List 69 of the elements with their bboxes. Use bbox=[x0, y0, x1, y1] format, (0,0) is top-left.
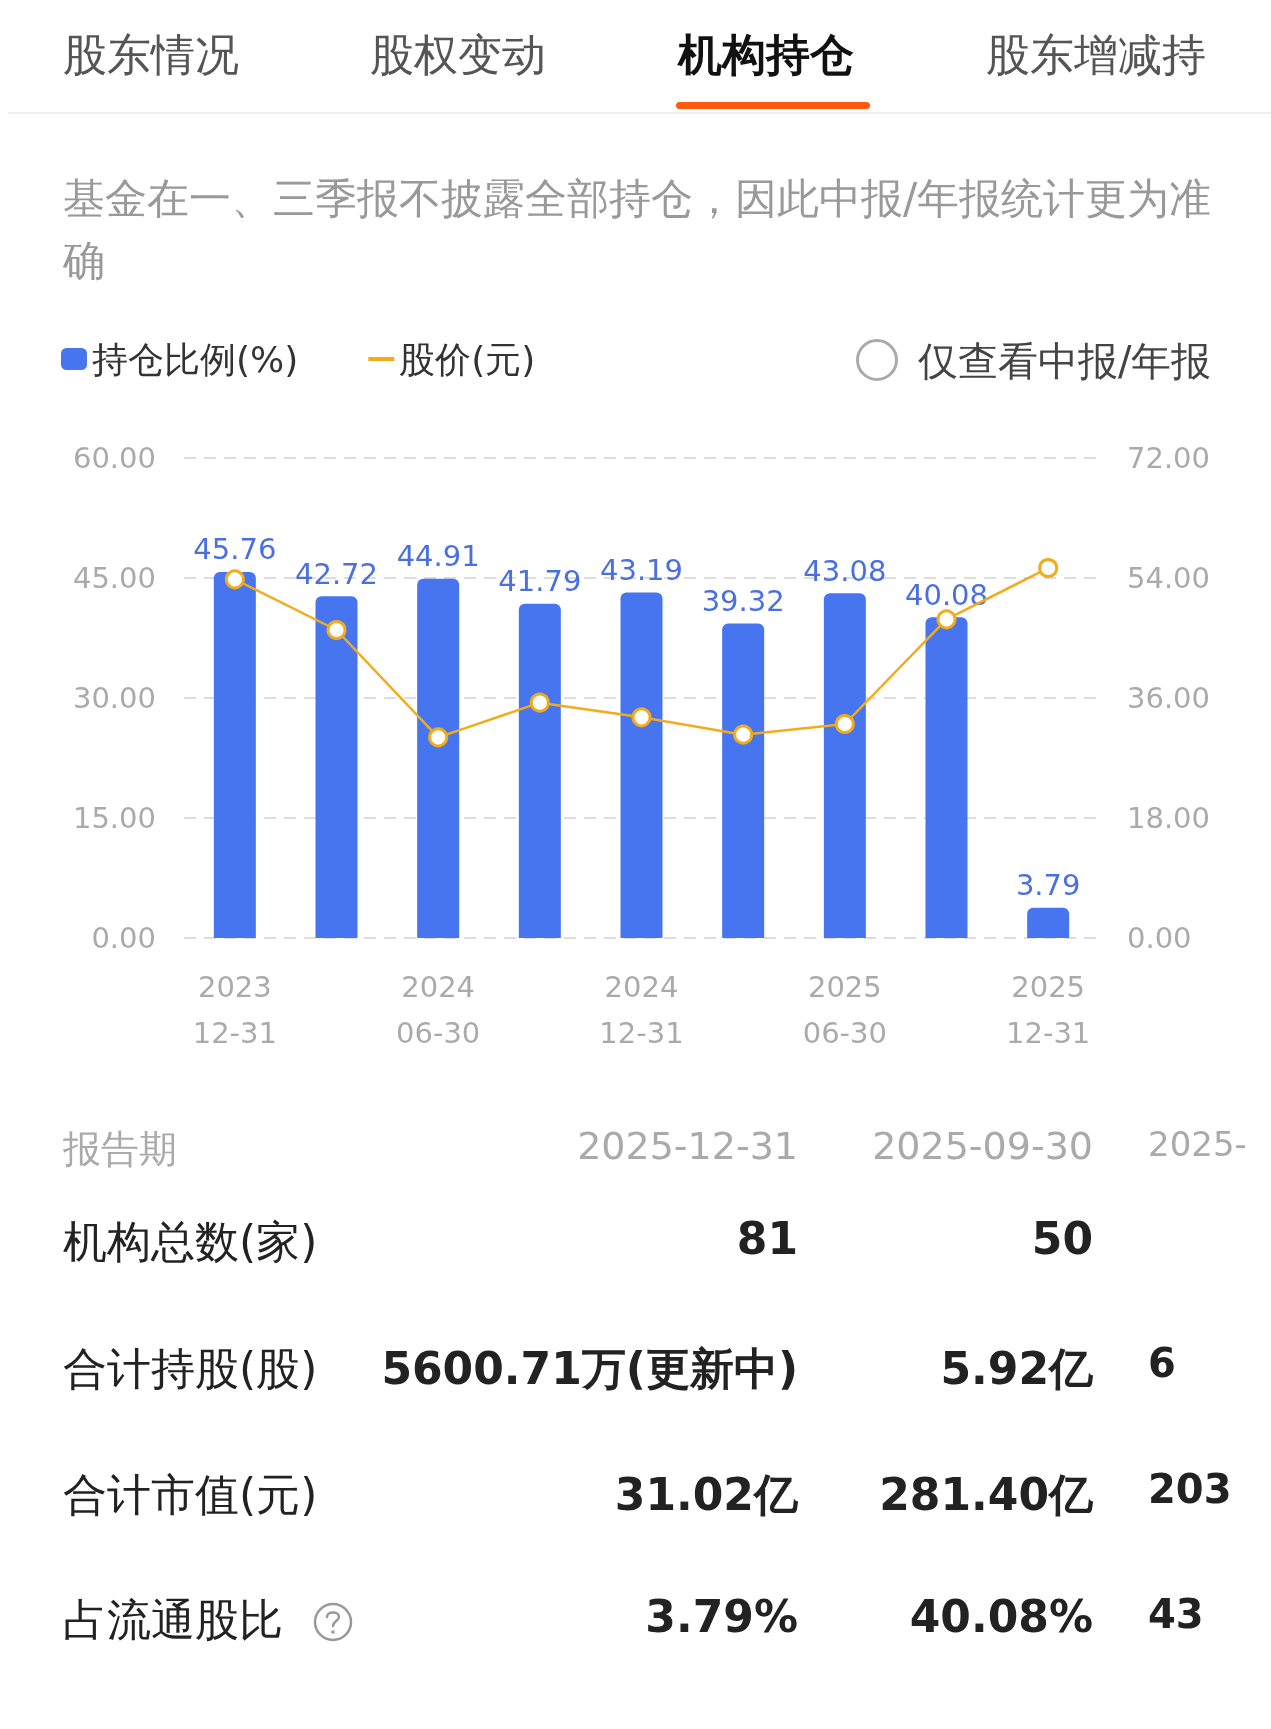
x-tick-label: 2025 06-30 bbox=[802, 970, 887, 1050]
text: 203 bbox=[1148, 1466, 1232, 1512]
x-tick-label: 2025 12-31 bbox=[1006, 970, 1091, 1050]
point bbox=[834, 714, 855, 734]
data-label: 43.08 bbox=[803, 553, 887, 588]
y2-tick-label: 0.00 bbox=[1127, 921, 1192, 955]
text: 合计持股(股) bbox=[63, 1342, 318, 1396]
bar bbox=[213, 571, 256, 938]
text: 5.92亿 bbox=[940, 1342, 1093, 1396]
text: 合计市值(元) bbox=[63, 1468, 318, 1522]
text: 机构总数(家) bbox=[63, 1215, 318, 1269]
text: 机构持仓 bbox=[678, 28, 854, 82]
point bbox=[631, 707, 652, 728]
y2-tick-label: 54.00 bbox=[1127, 561, 1211, 595]
bar bbox=[823, 593, 866, 938]
text: 2025-09-30 bbox=[872, 1124, 1093, 1168]
x-tick-label: 2024 12-31 bbox=[599, 970, 684, 1050]
chart-subtitle: 基金在一、三季报不披露全部持仓，因此中报/年报统计更为准确 bbox=[63, 173, 1213, 287]
text: 50 bbox=[1031, 1213, 1093, 1264]
text: 81 bbox=[736, 1213, 798, 1264]
y2-tick-label: 72.00 bbox=[1127, 441, 1211, 475]
data-label: 45.76 bbox=[193, 532, 277, 567]
text: 2025- bbox=[1148, 1124, 1247, 1164]
text: 3.79% bbox=[645, 1591, 798, 1642]
point bbox=[1038, 558, 1059, 578]
data-label: 41.79 bbox=[498, 564, 582, 599]
data-label: 40.08 bbox=[904, 577, 989, 612]
text: 40.08% bbox=[909, 1591, 1093, 1642]
y2-tick-label: 36.00 bbox=[1127, 681, 1211, 715]
data-label: 3.79 bbox=[1015, 868, 1081, 903]
bar bbox=[518, 603, 561, 938]
data-label: 39.32 bbox=[701, 583, 785, 618]
text: 31.02亿 bbox=[614, 1468, 798, 1522]
text: 5600.71万(更新中) bbox=[381, 1342, 798, 1396]
text: 6 bbox=[1148, 1340, 1176, 1386]
text: 2025-12-31 bbox=[577, 1124, 798, 1168]
text: 股东增减持 bbox=[986, 28, 1206, 82]
text: 股权变动 bbox=[370, 28, 546, 82]
point bbox=[224, 569, 245, 590]
y-tick-label: 15.00 bbox=[72, 801, 156, 835]
bar bbox=[722, 623, 765, 938]
y-tick-label: 0.00 bbox=[91, 921, 156, 955]
y2-tick-label: 18.00 bbox=[1127, 801, 1211, 835]
data-label: 44.91 bbox=[396, 539, 480, 574]
legend-label: 股价(元) bbox=[399, 338, 536, 380]
bar bbox=[620, 592, 663, 938]
text: 仅查看中报/年报 bbox=[918, 337, 1212, 386]
y-tick-label: 30.00 bbox=[72, 681, 156, 715]
point bbox=[529, 692, 550, 713]
point bbox=[936, 609, 957, 630]
bar bbox=[315, 596, 358, 938]
text: 股东情况 bbox=[63, 28, 239, 82]
text: 43 bbox=[1148, 1591, 1204, 1637]
bar bbox=[417, 578, 460, 938]
x-tick-label: 2023 12-31 bbox=[192, 970, 277, 1050]
text: 281.40亿 bbox=[879, 1468, 1093, 1522]
point bbox=[326, 620, 347, 640]
text: 报告期 bbox=[63, 1126, 177, 1173]
data-label: 43.19 bbox=[599, 552, 684, 587]
y-tick-label: 60.00 bbox=[72, 441, 156, 475]
x-tick-label: 2024 06-30 bbox=[396, 970, 481, 1050]
bar bbox=[1027, 907, 1070, 938]
y-tick-label: 45.00 bbox=[72, 561, 156, 595]
point bbox=[733, 724, 754, 745]
legend-label: 持仓比例(%) bbox=[92, 338, 299, 380]
text: 占流通股比 bbox=[63, 1593, 283, 1647]
data-label: 42.72 bbox=[294, 556, 379, 591]
bar bbox=[925, 617, 968, 938]
point bbox=[428, 727, 449, 748]
